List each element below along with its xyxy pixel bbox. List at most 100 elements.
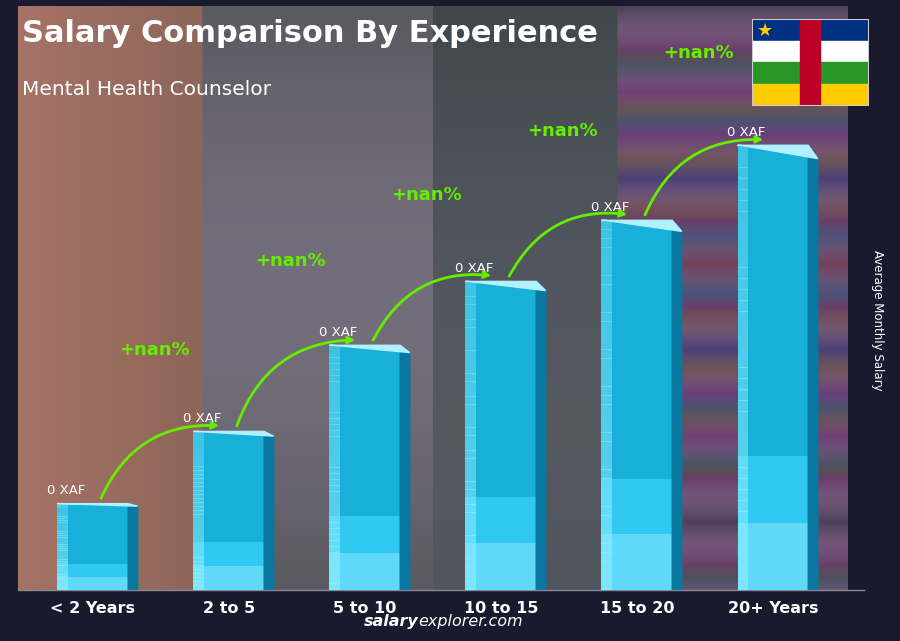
Bar: [329, 424, 400, 431]
Bar: [58, 574, 128, 577]
Bar: [58, 544, 68, 547]
Bar: [58, 585, 128, 588]
Bar: [58, 516, 128, 519]
Bar: [194, 451, 265, 455]
Bar: [737, 512, 808, 523]
Bar: [601, 312, 672, 322]
Bar: [465, 581, 536, 590]
Bar: [194, 558, 265, 562]
Bar: [601, 432, 612, 442]
Bar: [465, 381, 536, 389]
Bar: [601, 266, 672, 276]
Bar: [601, 386, 612, 395]
Bar: [465, 420, 536, 428]
Bar: [737, 245, 808, 256]
Bar: [58, 578, 68, 581]
Bar: [601, 256, 672, 267]
Bar: [737, 533, 748, 545]
Bar: [737, 578, 748, 590]
Bar: [465, 504, 476, 513]
Bar: [737, 433, 808, 445]
Bar: [737, 412, 748, 423]
Bar: [737, 378, 808, 390]
Bar: [737, 356, 808, 367]
Bar: [737, 389, 748, 401]
Bar: [58, 546, 68, 549]
Bar: [58, 568, 128, 570]
Bar: [465, 327, 536, 335]
Bar: [465, 566, 536, 574]
Bar: [329, 442, 340, 449]
Bar: [465, 566, 476, 574]
Bar: [465, 373, 476, 381]
Bar: [601, 247, 612, 257]
Bar: [58, 503, 128, 506]
Bar: [601, 442, 612, 451]
Bar: [58, 522, 128, 525]
Bar: [194, 569, 265, 574]
Bar: [465, 335, 476, 343]
Bar: [329, 553, 400, 559]
Bar: [737, 422, 808, 434]
Bar: [465, 319, 536, 328]
Bar: [737, 578, 808, 590]
Bar: [601, 229, 672, 238]
Bar: [752, 84, 868, 106]
Text: +nan%: +nan%: [119, 341, 189, 359]
Bar: [194, 454, 204, 459]
Bar: [194, 534, 265, 538]
Bar: [194, 490, 204, 495]
Bar: [194, 451, 204, 455]
Bar: [601, 497, 612, 506]
Bar: [58, 568, 68, 570]
Bar: [329, 363, 340, 370]
Bar: [737, 367, 748, 379]
Bar: [194, 474, 204, 479]
Bar: [329, 363, 400, 370]
Bar: [465, 543, 536, 551]
Bar: [737, 212, 748, 223]
Bar: [329, 351, 400, 358]
Polygon shape: [672, 221, 681, 590]
Bar: [329, 394, 400, 400]
Bar: [194, 506, 204, 510]
Bar: [601, 285, 672, 294]
Bar: [194, 514, 265, 519]
Bar: [194, 435, 265, 439]
Bar: [601, 497, 672, 506]
Bar: [194, 482, 265, 487]
Bar: [601, 247, 672, 257]
Bar: [601, 312, 612, 322]
Bar: [601, 413, 672, 424]
Bar: [329, 454, 400, 462]
Bar: [58, 505, 68, 508]
Bar: [737, 522, 808, 534]
Bar: [465, 381, 476, 389]
Bar: [194, 545, 265, 550]
Bar: [601, 220, 612, 229]
Bar: [194, 530, 204, 535]
Bar: [194, 470, 204, 475]
Bar: [329, 479, 340, 486]
Bar: [601, 377, 672, 387]
Bar: [58, 522, 68, 525]
Bar: [465, 358, 536, 366]
Bar: [737, 445, 808, 456]
Bar: [737, 433, 748, 445]
Bar: [465, 304, 476, 312]
Bar: [329, 381, 400, 388]
Bar: [194, 554, 265, 558]
Bar: [329, 412, 400, 419]
Bar: [329, 583, 400, 590]
Bar: [601, 294, 672, 303]
Bar: [737, 200, 748, 212]
Bar: [601, 570, 672, 581]
Bar: [58, 581, 128, 583]
Bar: [737, 322, 808, 334]
Bar: [58, 570, 128, 572]
Bar: [58, 520, 68, 523]
Bar: [329, 467, 400, 474]
Bar: [329, 461, 340, 467]
Bar: [737, 256, 808, 267]
Bar: [194, 526, 204, 530]
